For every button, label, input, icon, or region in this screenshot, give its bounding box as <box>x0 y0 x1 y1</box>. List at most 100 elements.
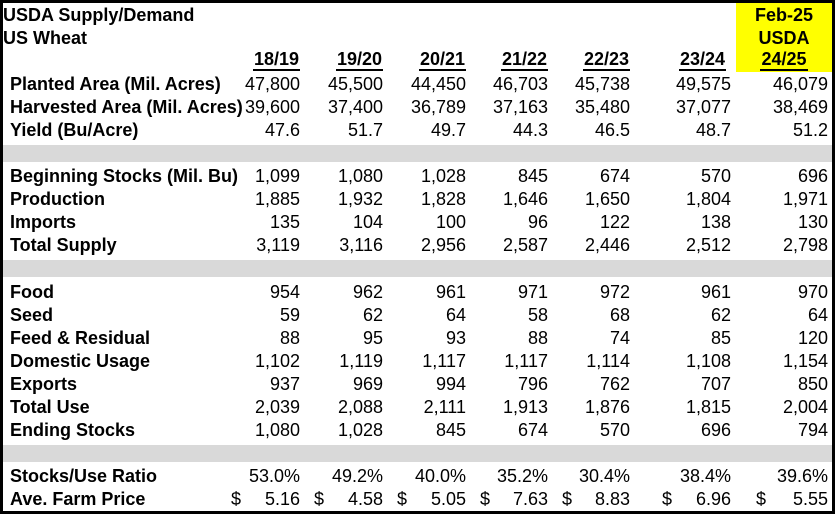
value-cell: 40.0% <box>414 466 466 487</box>
currency-symbol: $ <box>662 489 673 510</box>
value-cell: 1,102 <box>254 350 300 371</box>
currency-symbol: $ <box>756 489 767 510</box>
row-label: Food <box>10 281 54 302</box>
value-cell: 37,163 <box>492 96 548 117</box>
value-cell: 1,080 <box>337 166 383 187</box>
column-header-highlighted: 24/25 <box>736 49 832 73</box>
value-cell: 46,703 <box>492 73 548 94</box>
value-cell: 1,080 <box>254 420 300 441</box>
value-cell: 994 <box>435 373 466 394</box>
value-cell: 1,932 <box>337 189 383 210</box>
currency-symbol: $ <box>314 489 325 510</box>
value-cell: 1,119 <box>339 350 383 371</box>
value-cell: 796 <box>517 373 548 394</box>
row-exports: Exports 937 969 994 796 762 707 850 <box>3 372 832 395</box>
value-cell: 570 <box>599 420 630 441</box>
row-yield: Yield (Bu/Acre) 47.6 51.7 49.7 44.3 46.5… <box>3 118 832 141</box>
value-cell: 49,575 <box>675 73 731 94</box>
table-subtitle: US Wheat <box>3 27 88 48</box>
value-cell: 37,077 <box>675 96 731 117</box>
column-header-label: 23/24 <box>678 49 726 72</box>
value-cell: 135 <box>269 212 300 233</box>
value-cell: 39,600 <box>244 96 300 117</box>
row-ave-farm-price: Ave. Farm Price $5.16 $4.58 $5.05 $7.63 … <box>3 488 832 511</box>
value-cell: 2,798 <box>782 235 828 256</box>
value-cell: 1,828 <box>420 189 466 210</box>
row-food: Food 954 962 961 971 972 961 970 <box>3 280 832 303</box>
value-cell: 62 <box>362 304 383 325</box>
value-cell: $8.83 <box>550 488 632 511</box>
column-header: 20/21 <box>385 49 468 72</box>
column-header-row: 18/19 19/20 20/21 21/22 22/23 23/24 24/2… <box>3 49 832 73</box>
value-cell: 1,114 <box>586 350 630 371</box>
value-cell: 74 <box>609 327 630 348</box>
value-cell: 1,108 <box>685 350 731 371</box>
value-cell: 1,646 <box>502 189 548 210</box>
separator-band <box>3 142 832 165</box>
value-cell: 2,956 <box>420 235 466 256</box>
value-cell: 969 <box>352 373 383 394</box>
price-value: 4.58 <box>347 489 383 510</box>
value-cell: 1,885 <box>254 189 300 210</box>
column-header-label: 21/22 <box>500 49 548 72</box>
value-cell: 707 <box>700 373 731 394</box>
row-label: Domestic Usage <box>10 350 151 371</box>
row-label: Stocks/Use Ratio <box>10 466 158 487</box>
value-cell: 1,028 <box>420 166 466 187</box>
value-cell: 64 <box>807 304 828 325</box>
value-cell: 674 <box>599 166 630 187</box>
price-value: 6.96 <box>695 489 731 510</box>
value-cell: 1,099 <box>254 166 300 187</box>
row-stocks-use-ratio: Stocks/Use Ratio 53.0% 49.2% 40.0% 35.2%… <box>3 465 832 488</box>
row-label: Seed <box>10 304 54 325</box>
row-total-supply: Total Supply 3,119 3,116 2,956 2,587 2,4… <box>3 234 832 257</box>
value-cell: 794 <box>797 420 828 441</box>
value-cell: 35,480 <box>574 96 630 117</box>
value-cell: 970 <box>797 281 828 302</box>
value-cell: 46,079 <box>772 73 828 94</box>
value-cell: 1,650 <box>584 189 630 210</box>
column-header: 19/20 <box>302 49 385 72</box>
value-cell: 696 <box>797 166 828 187</box>
value-cell: 48.7 <box>695 119 731 140</box>
gray-band <box>3 260 832 278</box>
value-cell: 845 <box>517 166 548 187</box>
column-header-label: 19/20 <box>335 49 383 72</box>
value-cell: 1,028 <box>337 420 383 441</box>
row-beginning-stocks: Beginning Stocks (Mil. Bu) 1,099 1,080 1… <box>3 165 832 188</box>
row-label: Planted Area (Mil. Acres) <box>10 73 221 94</box>
value-cell: 3,116 <box>339 235 383 256</box>
value-cell: 122 <box>599 212 630 233</box>
value-cell: 1,117 <box>422 350 466 371</box>
value-cell: 59 <box>279 304 300 325</box>
value-cell: 38.4% <box>679 466 731 487</box>
value-cell: 2,004 <box>782 397 828 418</box>
value-cell: 104 <box>352 212 383 233</box>
value-cell: 674 <box>517 420 548 441</box>
value-cell: 1,971 <box>782 189 828 210</box>
value-cell: 3,119 <box>256 235 300 256</box>
column-header-label: 24/25 <box>760 49 808 72</box>
value-cell: 954 <box>269 281 300 302</box>
value-cell: 2,088 <box>337 397 383 418</box>
value-cell: 49.7 <box>430 119 466 140</box>
column-header: 22/23 <box>550 49 632 72</box>
separator-band <box>3 442 832 465</box>
row-label: Beginning Stocks (Mil. Bu) <box>10 166 238 187</box>
value-cell: 570 <box>700 166 731 187</box>
value-cell: $5.16 <box>219 488 302 511</box>
currency-symbol: $ <box>480 489 491 510</box>
row-label: Harvested Area (Mil. Acres) <box>10 96 243 117</box>
value-cell: 762 <box>599 373 630 394</box>
value-cell: 971 <box>517 281 548 302</box>
value-cell: 39.6% <box>776 466 828 487</box>
value-cell: 1,804 <box>685 189 731 210</box>
value-cell: 51.2 <box>792 119 828 140</box>
row-domestic-usage: Domestic Usage 1,102 1,119 1,117 1,117 1… <box>3 349 832 372</box>
value-cell: 2,587 <box>502 235 548 256</box>
value-cell: 49.2% <box>331 466 383 487</box>
column-header-label: 20/21 <box>418 49 466 72</box>
price-value: 7.63 <box>512 489 548 510</box>
value-cell: 100 <box>435 212 466 233</box>
value-cell: 85 <box>710 327 731 348</box>
